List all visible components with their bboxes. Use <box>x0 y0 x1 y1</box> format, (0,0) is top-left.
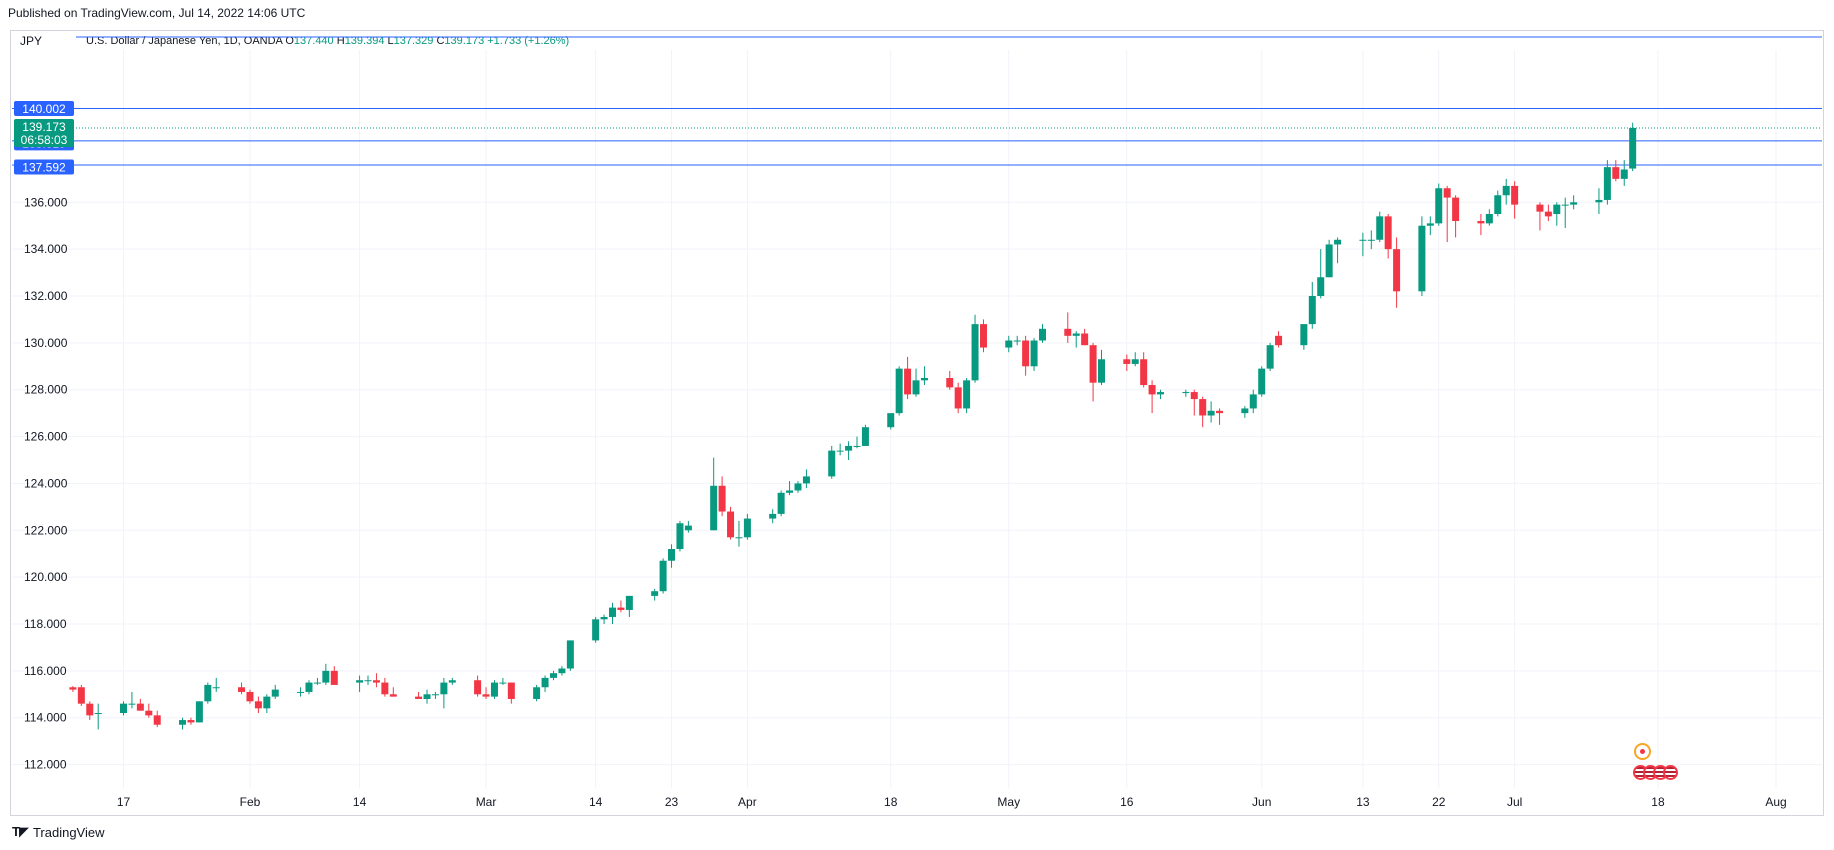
footer-brand-label: TradingView <box>32 824 105 840</box>
legend-high-label: H <box>336 35 345 47</box>
ohlc-legend: U.S. Dollar / Japanese Yen, 1D, OANDA O1… <box>86 35 569 47</box>
published-caption: Published on TradingView.com, Jul 14, 20… <box>8 6 306 20</box>
legend-open-label: O <box>285 35 294 47</box>
tradingview-logo-icon: T◤ <box>12 824 29 839</box>
legend-description: U.S. Dollar / Japanese Yen, 1D, OANDA <box>86 35 283 47</box>
legend-close: 139.173 <box>444 35 485 47</box>
legend-change: +1.733 (+1.26%) <box>487 35 570 47</box>
footer-brand[interactable]: T◤ TradingView <box>12 824 105 840</box>
legend-low-label: L <box>387 35 394 47</box>
us-flag-icon[interactable] <box>1663 765 1678 780</box>
event-marker-dot <box>1640 749 1645 754</box>
legend-low: 137.329 <box>393 35 434 47</box>
symbol-label: JPY <box>20 34 43 48</box>
legend-close-label: C <box>436 35 445 47</box>
event-marker-icon[interactable] <box>1634 743 1651 760</box>
legend-open: 137.440 <box>293 35 334 47</box>
chart-frame[interactable] <box>10 30 1824 816</box>
legend-high: 139.394 <box>344 35 385 47</box>
